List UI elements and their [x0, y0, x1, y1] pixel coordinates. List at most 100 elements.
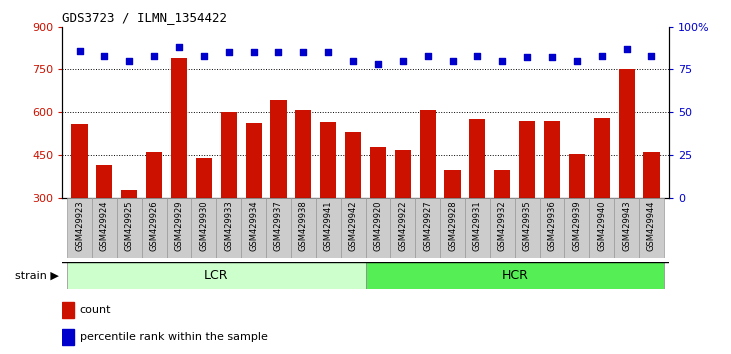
Point: [496, 58, 508, 64]
Text: GSM429927: GSM429927: [423, 200, 432, 251]
Text: GSM429937: GSM429937: [274, 200, 283, 251]
Text: GDS3723 / ILMN_1354422: GDS3723 / ILMN_1354422: [62, 11, 227, 24]
Text: GSM429920: GSM429920: [374, 200, 382, 251]
Text: count: count: [80, 305, 111, 315]
Bar: [117, 198, 142, 258]
Bar: [67, 262, 366, 289]
Text: GSM429938: GSM429938: [299, 200, 308, 251]
Bar: [62, 302, 74, 318]
Bar: [469, 119, 485, 284]
Text: GSM429930: GSM429930: [200, 200, 208, 251]
Text: GSM429926: GSM429926: [150, 200, 159, 251]
Bar: [440, 198, 465, 258]
Point: [198, 53, 210, 58]
Bar: [92, 198, 117, 258]
Text: GSM429925: GSM429925: [125, 200, 134, 251]
Point: [322, 50, 334, 55]
Bar: [171, 58, 187, 284]
Bar: [270, 99, 287, 284]
Bar: [62, 329, 74, 345]
Text: GSM429933: GSM429933: [224, 200, 233, 251]
Text: GSM429943: GSM429943: [622, 200, 631, 251]
Bar: [196, 158, 212, 284]
Text: GSM429939: GSM429939: [572, 200, 581, 251]
Point: [298, 50, 309, 55]
Point: [148, 53, 160, 58]
Point: [273, 50, 284, 55]
Bar: [167, 198, 192, 258]
Bar: [390, 198, 415, 258]
Bar: [465, 198, 490, 258]
Bar: [320, 122, 336, 284]
Text: strain ▶: strain ▶: [15, 270, 59, 280]
Point: [74, 48, 86, 53]
Bar: [589, 198, 614, 258]
Bar: [618, 69, 635, 284]
Text: GSM429935: GSM429935: [523, 200, 531, 251]
Bar: [614, 198, 639, 258]
Bar: [266, 198, 291, 258]
Point: [571, 58, 583, 64]
Bar: [142, 198, 167, 258]
Bar: [366, 198, 390, 258]
Point: [173, 44, 185, 50]
Point: [546, 55, 558, 60]
Text: GSM429924: GSM429924: [100, 200, 109, 251]
Text: GSM429932: GSM429932: [498, 200, 507, 251]
Bar: [490, 198, 515, 258]
Bar: [395, 150, 411, 284]
Bar: [221, 112, 237, 284]
Text: GSM429928: GSM429928: [448, 200, 457, 251]
Text: GSM429931: GSM429931: [473, 200, 482, 251]
Bar: [494, 170, 510, 284]
Bar: [216, 198, 241, 258]
Bar: [569, 154, 585, 284]
Point: [596, 53, 607, 58]
Point: [397, 58, 409, 64]
Text: LCR: LCR: [204, 269, 229, 282]
Bar: [366, 262, 664, 289]
Bar: [345, 132, 361, 284]
Bar: [295, 110, 311, 284]
Point: [124, 58, 135, 64]
Bar: [72, 124, 88, 284]
Bar: [370, 147, 386, 284]
Text: GSM429942: GSM429942: [349, 200, 357, 251]
Bar: [539, 198, 564, 258]
Point: [447, 58, 458, 64]
Text: GSM429934: GSM429934: [249, 200, 258, 251]
Text: GSM429940: GSM429940: [597, 200, 606, 251]
Point: [621, 46, 632, 52]
Bar: [639, 198, 664, 258]
Text: GSM429929: GSM429929: [175, 200, 183, 251]
Bar: [515, 198, 539, 258]
Point: [521, 55, 533, 60]
Bar: [291, 198, 316, 258]
Text: percentile rank within the sample: percentile rank within the sample: [80, 332, 268, 342]
Point: [645, 53, 657, 58]
Point: [99, 53, 110, 58]
Bar: [241, 198, 266, 258]
Bar: [341, 198, 366, 258]
Bar: [594, 118, 610, 284]
Point: [347, 58, 359, 64]
Bar: [121, 190, 137, 284]
Bar: [67, 198, 92, 258]
Bar: [643, 153, 659, 284]
Text: GSM429922: GSM429922: [398, 200, 407, 251]
Bar: [246, 123, 262, 284]
Point: [372, 62, 384, 67]
Text: GSM429944: GSM429944: [647, 200, 656, 251]
Bar: [316, 198, 341, 258]
Point: [422, 53, 433, 58]
Text: GSM429941: GSM429941: [324, 200, 333, 251]
Point: [223, 50, 235, 55]
Text: GSM429936: GSM429936: [548, 200, 556, 251]
Point: [471, 53, 483, 58]
Bar: [415, 198, 440, 258]
Bar: [420, 110, 436, 284]
Bar: [146, 153, 162, 284]
Text: HCR: HCR: [501, 269, 528, 282]
Text: GSM429923: GSM429923: [75, 200, 84, 251]
Point: [248, 50, 260, 55]
